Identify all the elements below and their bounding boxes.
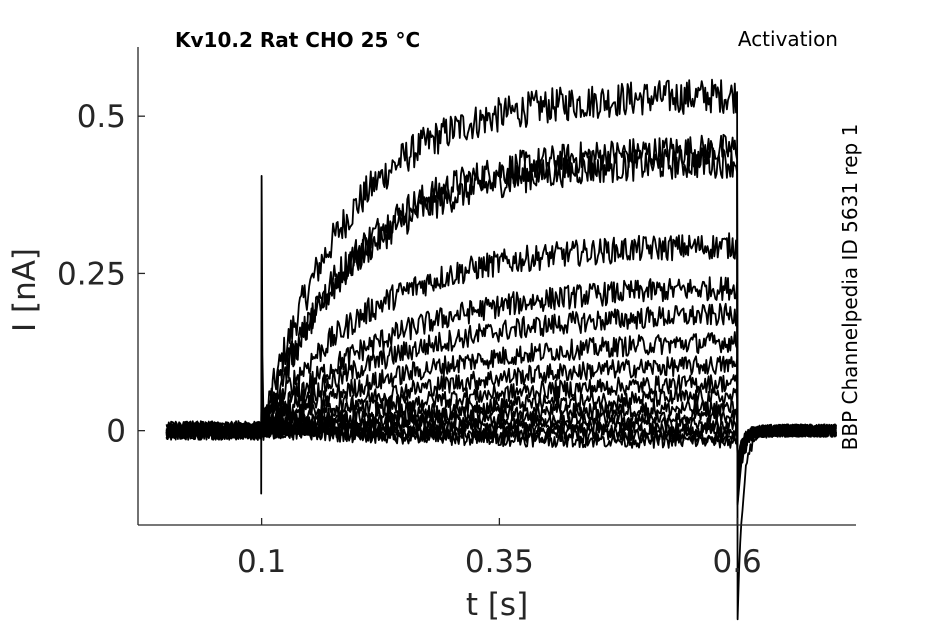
current-trace-13	[165, 416, 837, 464]
y-axis-label: I [nA]	[7, 248, 43, 332]
current-trace-8	[165, 355, 837, 474]
current-trace-3	[165, 147, 837, 504]
current-trace-4	[165, 232, 837, 491]
protocol-label: Activation	[738, 27, 838, 51]
x-tick-label: 0.6	[712, 544, 761, 580]
current-trace-16	[165, 420, 837, 463]
x-tick-label: 0.35	[465, 544, 534, 580]
tick-group: 0.1 0.35 0.6 0 0.25 0.5	[57, 99, 762, 580]
x-tick-label: 0.1	[237, 544, 286, 580]
y-tick-label: 0.5	[77, 99, 126, 135]
current-trace-2	[165, 133, 837, 506]
x-axis-label: t [s]	[466, 587, 528, 623]
y-tick-label: 0	[106, 414, 126, 450]
chart-title: Kv10.2 Rat CHO 25 °C	[175, 28, 420, 52]
axes-group	[137, 47, 856, 526]
trace-group	[165, 78, 837, 621]
current-trace-1	[165, 78, 837, 621]
source-annotation: BBP Channelpedia ID 5631 rep 1	[838, 124, 862, 451]
y-tick-label: 0.25	[57, 256, 126, 292]
